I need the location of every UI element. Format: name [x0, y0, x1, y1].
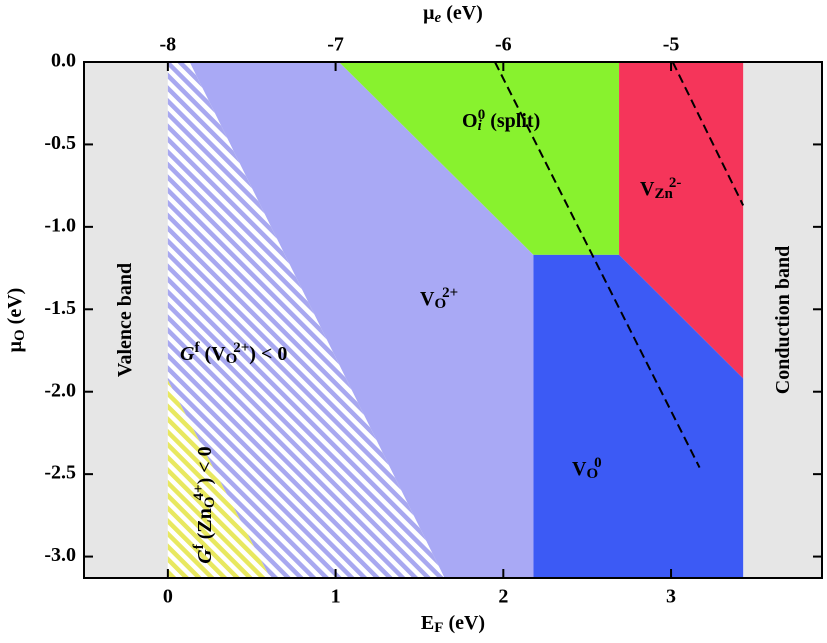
y-tick-label: -3.0 — [44, 544, 76, 566]
x-axis-title-part: F — [434, 620, 443, 636]
region — [167, 380, 271, 578]
region-label-part: V — [640, 178, 655, 200]
region-label-part: O — [226, 351, 238, 367]
region-label-part: 2- — [669, 175, 682, 191]
x-tick-label: 2 — [498, 586, 508, 608]
region — [167, 62, 445, 578]
region — [338, 62, 620, 255]
region-label: Gf (ZnO4+) < 0 — [191, 446, 218, 563]
plot-frame — [83, 61, 823, 579]
x-axis-title: EF (eV) — [421, 612, 485, 636]
region — [84, 62, 168, 578]
y-tick-label: -0.5 — [44, 132, 76, 154]
x2-axis-title-part: (eV) — [441, 2, 483, 24]
region-label-part: G — [194, 549, 216, 564]
region-label-part: (split) — [485, 110, 540, 132]
region-label: VZn2- — [640, 175, 681, 202]
y-tick-label: -1.0 — [44, 214, 76, 236]
region-label-part: Valence band — [114, 263, 136, 377]
y-axis-title-part: (eV) — [4, 288, 26, 330]
region-label-part: i — [478, 118, 483, 134]
region-label-part: 2+ — [233, 340, 249, 356]
region-label-part: 0 — [478, 107, 486, 123]
region-label-part: O — [462, 110, 478, 132]
y-axis-title: μO (eV) — [4, 288, 28, 353]
region-label: VO2+ — [420, 285, 458, 312]
y-tick-label: -2.0 — [44, 379, 76, 401]
y-tick-label: -1.5 — [44, 297, 76, 319]
y-axis-title-part: μ — [4, 340, 26, 352]
region-label-part: ) < 0 — [249, 343, 287, 365]
region-label-part: Zn — [654, 186, 673, 202]
region — [189, 62, 534, 578]
x-tick-label: 3 — [666, 586, 676, 608]
region-label: Oi0 (split) — [462, 107, 540, 134]
region-label-part: Conduction band — [772, 246, 794, 394]
x-tick-label: 1 — [331, 586, 341, 608]
x2-tick-label: -5 — [663, 34, 680, 56]
x2-axis-title-part: e — [435, 10, 442, 26]
x-tick-label: 0 — [163, 586, 173, 608]
y-axis-title-part: O — [12, 329, 28, 341]
region-label-part: V — [572, 458, 587, 480]
region-label-part: G — [180, 343, 195, 365]
x2-axis-title: μe (eV) — [423, 2, 483, 26]
region-label: Valence band — [114, 263, 136, 377]
region-label-part: (Zn — [194, 508, 216, 544]
region — [533, 254, 744, 579]
region-label-part: ) < 0 — [194, 446, 216, 484]
region-label: VO0 — [572, 455, 602, 482]
x2-tick-label: -6 — [495, 34, 512, 56]
region-label-part: O — [202, 496, 218, 508]
region-label: Conduction band — [772, 246, 794, 394]
region-label-part: O — [434, 296, 446, 312]
y-tick-label: 0.0 — [51, 50, 76, 72]
x-axis-title-part: (eV) — [443, 612, 485, 634]
region-label-part: f — [194, 340, 200, 356]
region-label-part: O — [586, 466, 598, 482]
x2-axis-title-part: μ — [423, 2, 435, 24]
region-label-part: f — [191, 543, 207, 549]
dashed-line — [494, 61, 701, 468]
region-label-part: (V — [199, 343, 226, 365]
region-label-part: 2+ — [442, 285, 458, 301]
region-label: Gf (VO2+) < 0 — [180, 340, 287, 367]
region-label-part: V — [420, 288, 435, 310]
x2-tick-label: -7 — [327, 34, 344, 56]
y-tick-label: -2.5 — [44, 462, 76, 484]
x-axis-title-part: E — [421, 612, 434, 634]
region-label-part: 4+ — [191, 484, 207, 500]
region-label-part: 0 — [594, 455, 602, 471]
x2-tick-label: -8 — [160, 34, 177, 56]
dashed-line — [671, 61, 745, 206]
region — [743, 62, 822, 578]
